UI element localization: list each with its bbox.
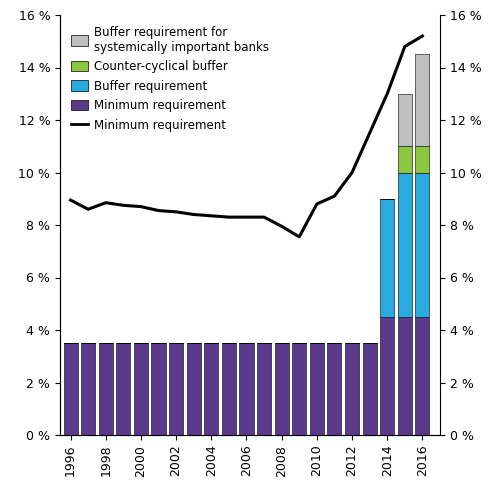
Bar bbox=[292, 343, 306, 435]
Bar bbox=[416, 146, 430, 172]
Bar bbox=[345, 343, 359, 435]
Bar bbox=[274, 343, 288, 435]
Bar bbox=[416, 54, 430, 146]
Bar bbox=[310, 343, 324, 435]
Bar bbox=[416, 317, 430, 435]
Bar bbox=[64, 343, 78, 435]
Bar bbox=[328, 343, 342, 435]
Bar bbox=[134, 343, 148, 435]
Bar bbox=[416, 172, 430, 317]
Bar bbox=[169, 343, 183, 435]
Bar bbox=[362, 343, 376, 435]
Bar bbox=[240, 343, 254, 435]
Bar bbox=[380, 317, 394, 435]
Bar bbox=[380, 198, 394, 317]
Bar bbox=[81, 343, 95, 435]
Bar bbox=[116, 343, 130, 435]
Bar bbox=[398, 146, 412, 172]
Bar bbox=[257, 343, 271, 435]
Bar bbox=[398, 317, 412, 435]
Bar bbox=[222, 343, 236, 435]
Bar bbox=[152, 343, 166, 435]
Bar bbox=[204, 343, 218, 435]
Bar bbox=[186, 343, 200, 435]
Bar bbox=[398, 172, 412, 317]
Bar bbox=[98, 343, 113, 435]
Bar bbox=[398, 94, 412, 146]
Legend: Buffer requirement for
systemically important banks, Counter-cyclical buffer, Bu: Buffer requirement for systemically impo… bbox=[66, 21, 274, 136]
